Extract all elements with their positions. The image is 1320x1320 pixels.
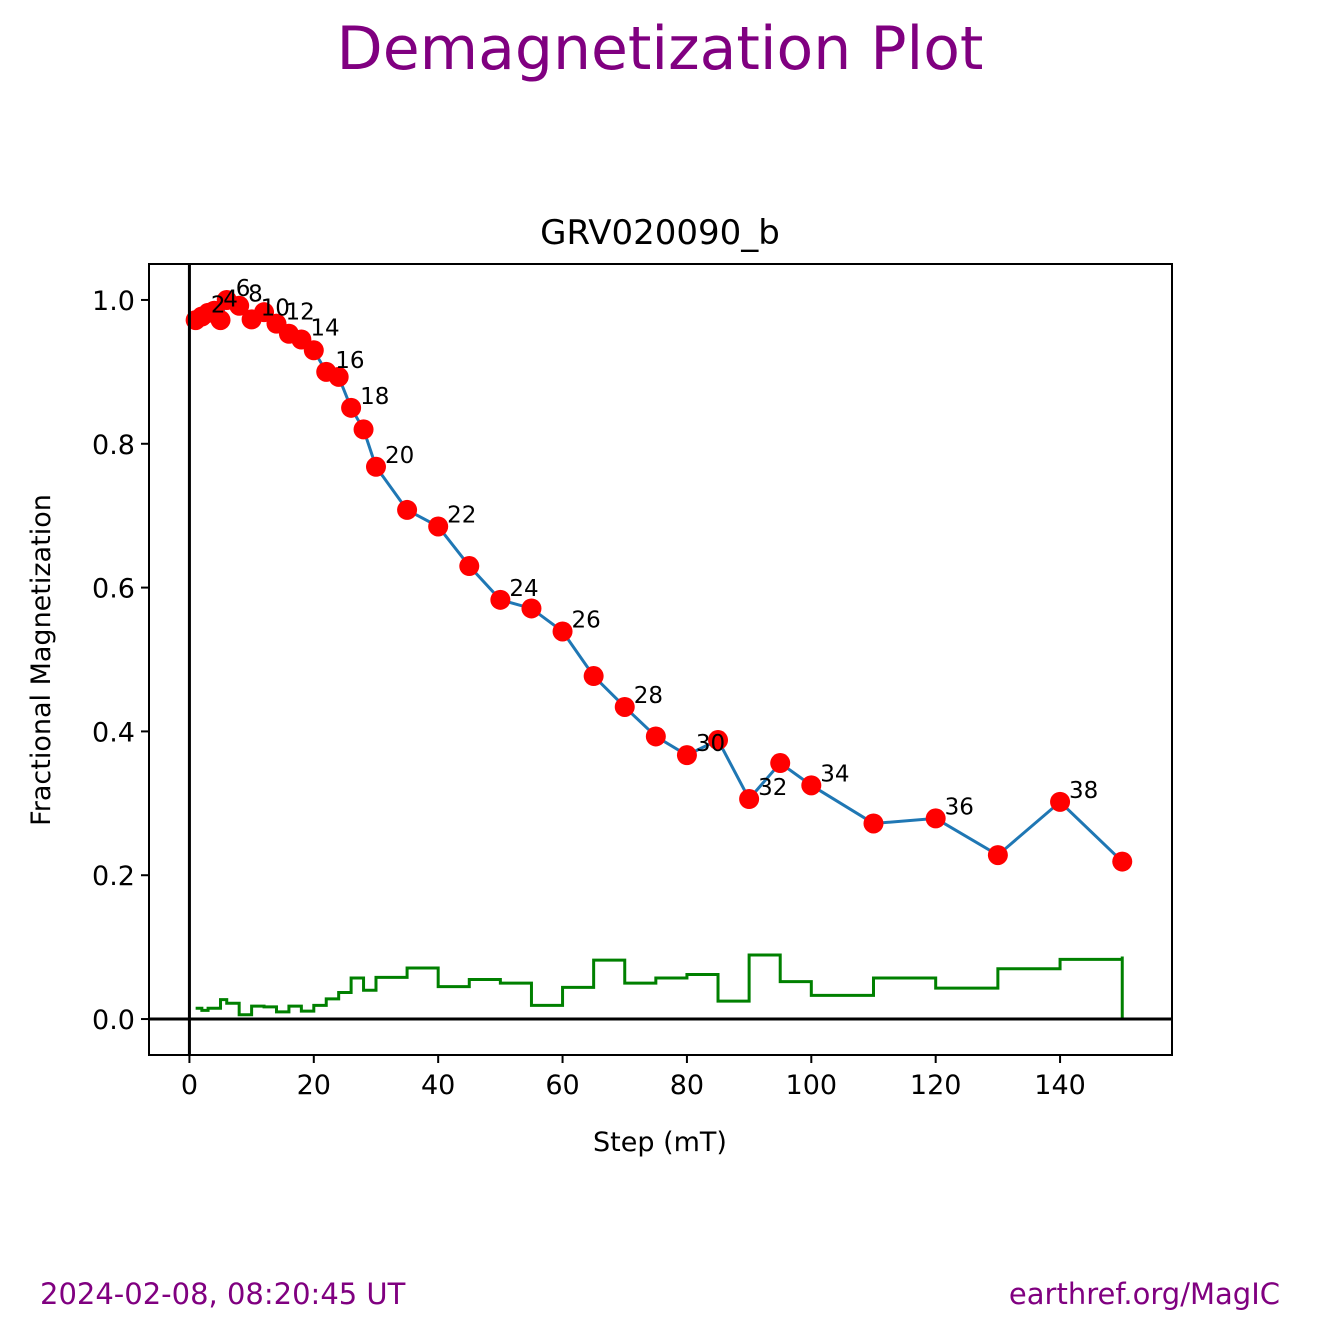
figure-title: Demagnetization Plot (336, 14, 984, 84)
data-point (397, 499, 418, 520)
point-label: 6 (236, 276, 251, 302)
data-point (863, 813, 884, 834)
x-tick-label: 100 (786, 1070, 838, 1101)
data-point (676, 745, 697, 766)
y-tick-label: 1.0 (92, 286, 135, 317)
point-label: 10 (261, 295, 290, 321)
data-point (708, 730, 729, 751)
timestamp: 2024-02-08, 08:20:45 UT (40, 1277, 406, 1311)
axes-layer: 0 20 40 60 80 100 120 140 0.0 0.2 0.4 0.6 0.8 1.0 (92, 263, 1173, 1101)
y-axis-title: Fractional Magnetization (26, 494, 57, 826)
data-point (1112, 851, 1133, 872)
data-point (428, 516, 449, 537)
point-label: 22 (447, 502, 476, 528)
data-point (303, 340, 324, 361)
step-series-line (195, 953, 1124, 1020)
y-tick-label: 0.8 (92, 430, 135, 461)
data-point (521, 598, 542, 619)
point-label: 4 (223, 287, 238, 313)
point-label: 18 (360, 384, 389, 410)
chart-title: GRV020090_b (540, 213, 780, 253)
data-point (341, 397, 362, 418)
x-tick-label: 60 (545, 1070, 579, 1101)
plot-frame (148, 263, 1173, 1056)
credit-link[interactable]: earthref.org/MagIC (1008, 1277, 1280, 1311)
y-tick-label: 0.4 (92, 717, 135, 748)
point-label: 26 (572, 607, 601, 633)
y-tick-label: 0.2 (92, 861, 135, 892)
point-label: 32 (758, 775, 787, 801)
y-tick-label: 0.6 (92, 574, 135, 605)
data-point (925, 808, 946, 829)
point-label: 8 (248, 282, 263, 308)
data-point (365, 456, 386, 477)
point-label: 30 (696, 731, 725, 757)
point-label: 16 (335, 348, 364, 374)
data-point (770, 753, 791, 774)
data-point (987, 845, 1008, 866)
point-label: 2 (211, 292, 226, 318)
x-tick-label: 40 (421, 1070, 455, 1101)
point-label: 34 (820, 761, 849, 787)
x-tick-label: 140 (1034, 1070, 1086, 1101)
x-tick-label: 0 (181, 1070, 198, 1101)
data-point (1050, 791, 1071, 812)
data-point (353, 419, 374, 440)
data-point (645, 726, 666, 747)
point-label: 20 (385, 443, 414, 469)
data-point (210, 310, 231, 331)
x-tick-label: 20 (297, 1070, 331, 1101)
x-tick-label: 80 (670, 1070, 704, 1101)
data-point (490, 589, 511, 610)
data-point (229, 295, 250, 316)
point-label: 24 (509, 576, 538, 602)
point-label: 12 (285, 300, 314, 326)
data-point (614, 696, 635, 717)
data-point (801, 775, 822, 796)
data-point (552, 621, 573, 642)
point-label: 14 (310, 316, 339, 342)
point-label: 36 (945, 794, 974, 820)
x-axis-title: Step (mT) (593, 1127, 727, 1158)
x-tick-label: 120 (910, 1070, 962, 1101)
y-tick-label: 0.0 (92, 1005, 135, 1036)
data-point (583, 666, 604, 687)
point-label: 38 (1069, 778, 1098, 804)
data-point (739, 789, 760, 810)
data-point (459, 556, 480, 577)
data-point (328, 366, 349, 387)
point-label: 28 (634, 683, 663, 709)
